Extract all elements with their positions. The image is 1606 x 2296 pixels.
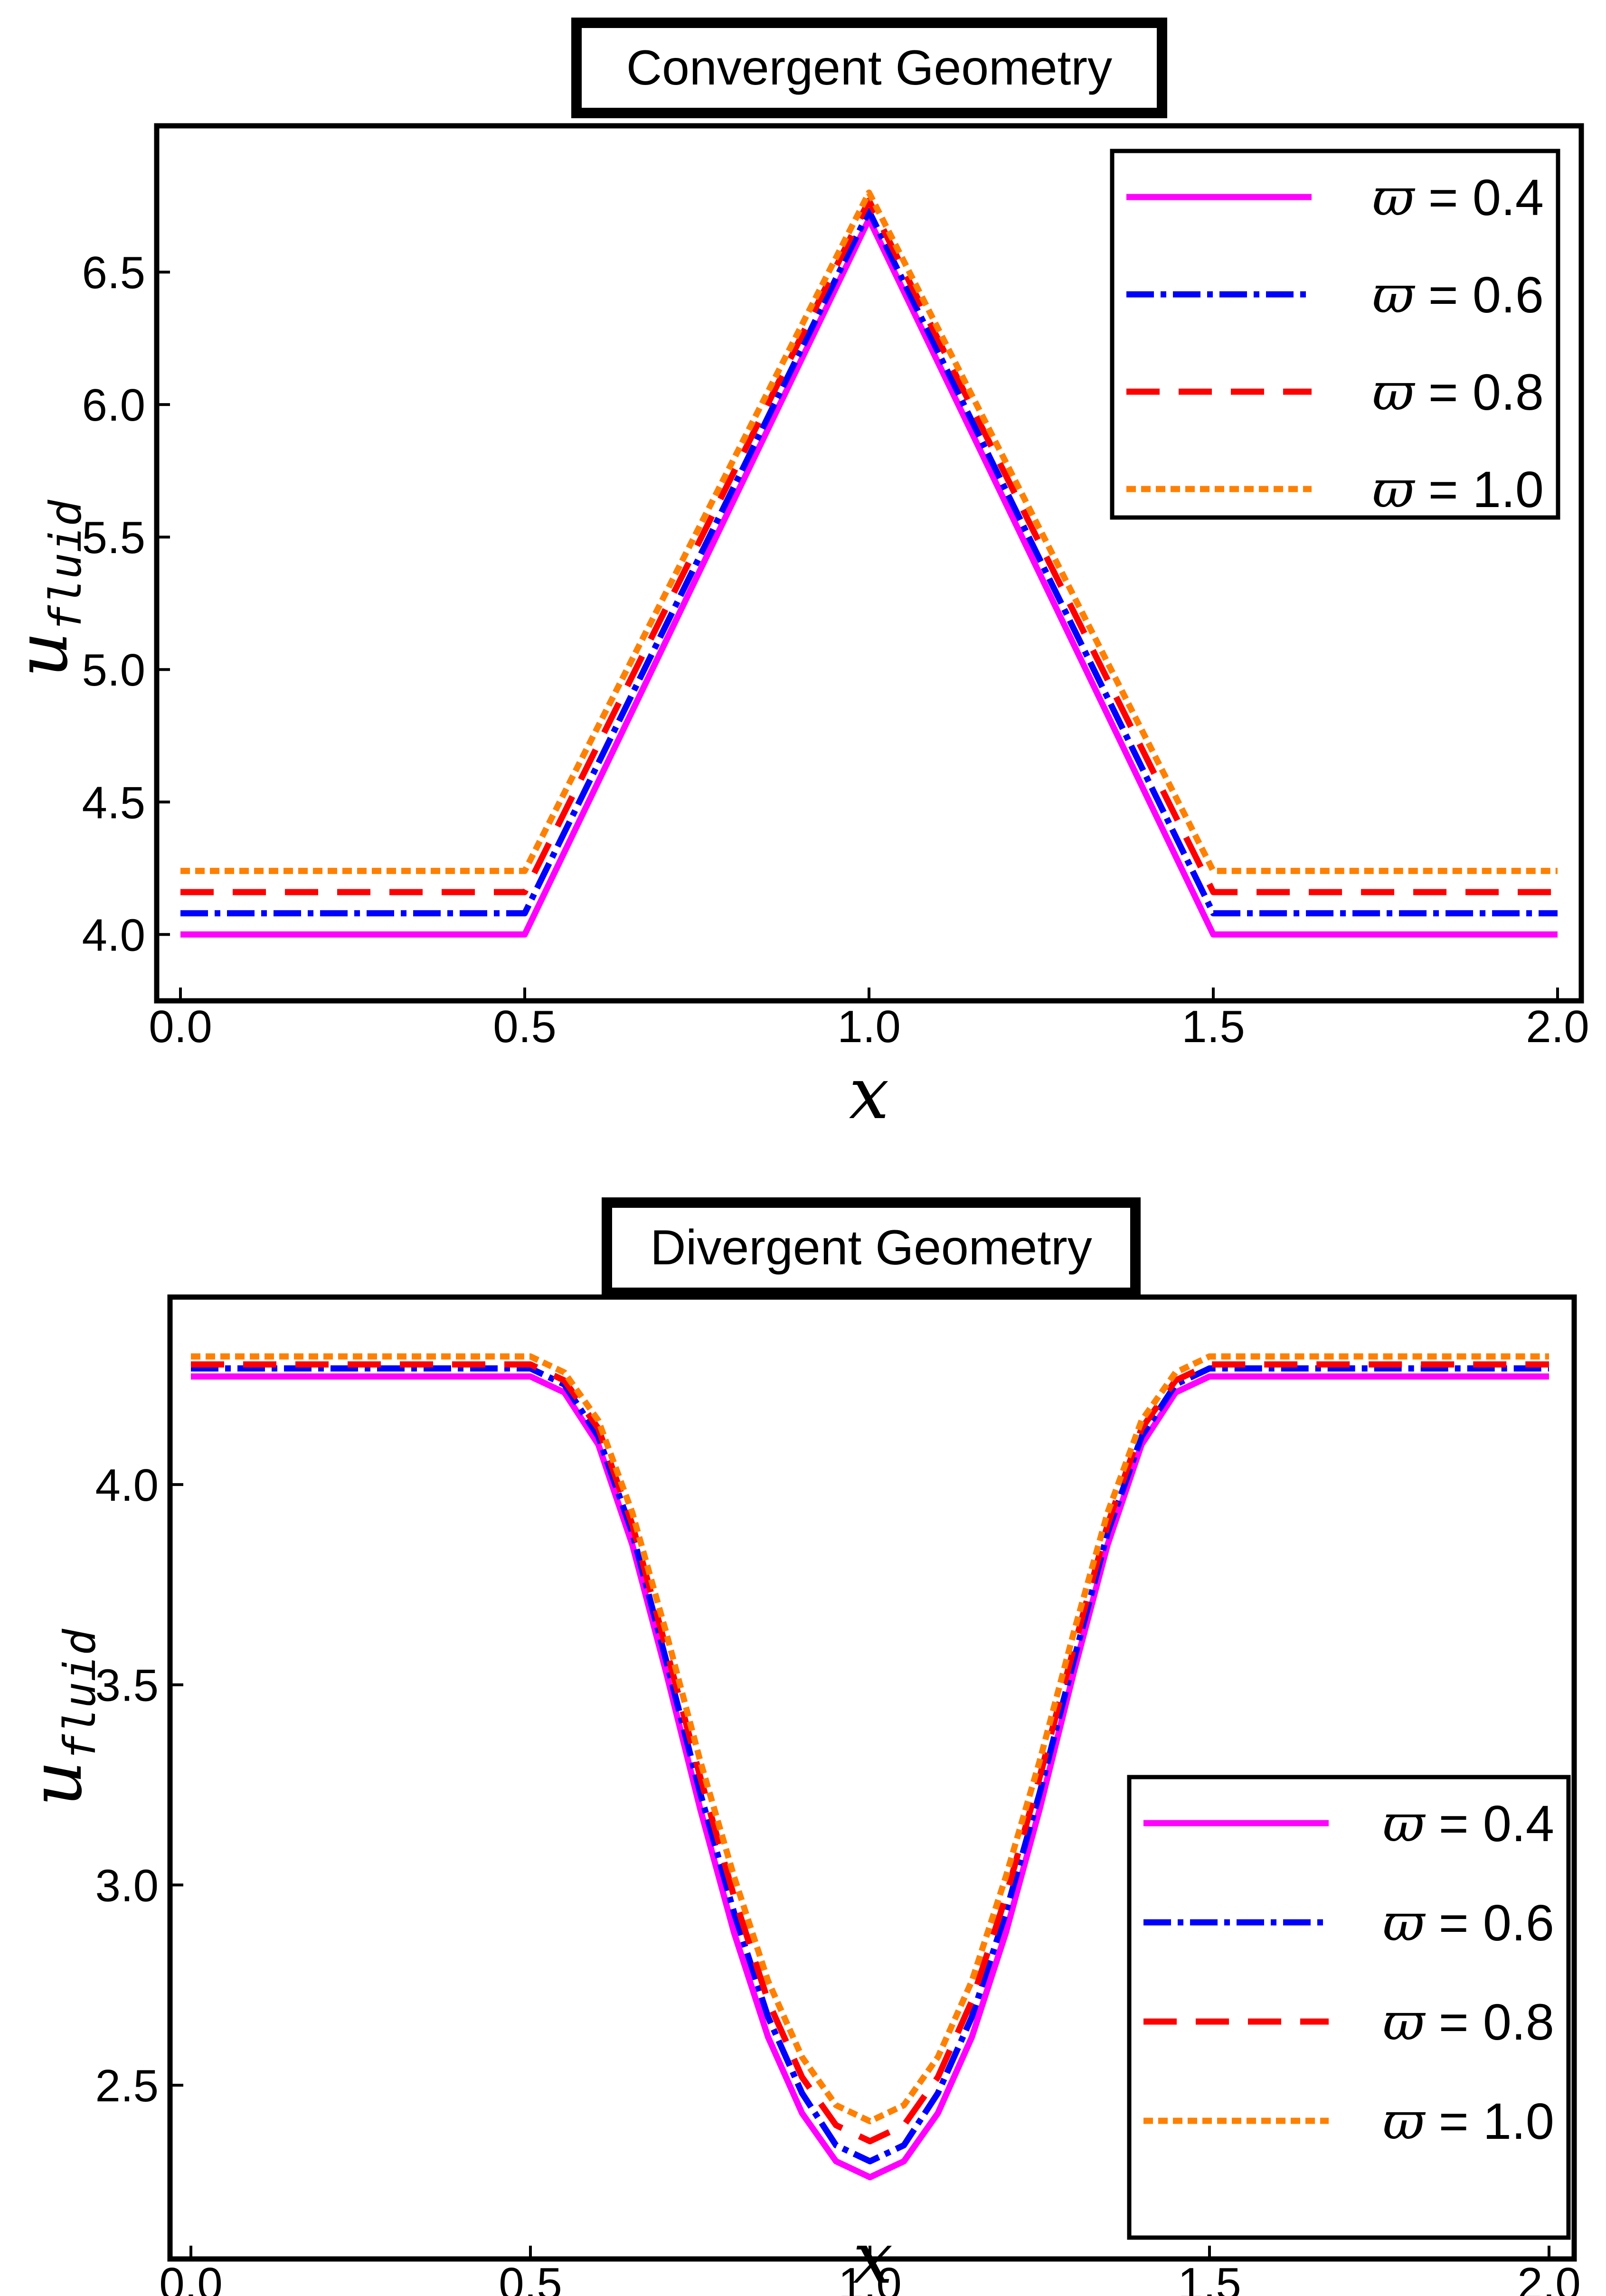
x-tick-label: 2.0 (1526, 1001, 1589, 1052)
y-tick-label: 4.5 (82, 777, 145, 828)
chart-title: Divergent Geometry (602, 1197, 1141, 1298)
legend-entry: ϖ = 0.8 (1372, 363, 1544, 422)
y-tick-label: 5.0 (82, 645, 145, 696)
series-line-0-8 (180, 198, 1558, 895)
series-line-0-6 (191, 1365, 1549, 2164)
x-axis-label: x (853, 2217, 893, 2296)
series-line-0-6 (180, 208, 1558, 917)
x-tick-label: 2.0 (1517, 2258, 1580, 2296)
y-tick-label: 2.5 (95, 2061, 159, 2111)
series-line-0-8 (191, 1361, 1549, 2145)
legend-entry: ϖ = 0.6 (1383, 1893, 1554, 1953)
legend-entry: ϖ = 0.6 (1372, 265, 1544, 325)
y-tick-label: 5.5 (82, 512, 145, 563)
y-axis-label: ufluid (15, 1628, 105, 1807)
y-tick-label: 6.0 (82, 380, 145, 431)
divergent-chart: 0.0 0.5 1.0 1.5 2.0 2.5 3.0 3.5 4.0 x ufluid ϖ = 0.… (15, 1294, 1581, 2296)
legend: ϖ = 0.4 ϖ = 0.6 ϖ = 0.8 ϖ = 1.0 (1127, 1775, 1571, 2240)
series-line-1-0 (191, 1353, 1549, 2125)
legend-entry: ϖ = 0.4 (1383, 1794, 1554, 1854)
series-line-1-0 (180, 189, 1558, 874)
legend-entry: ϖ = 1.0 (1372, 460, 1544, 519)
convergent-chart: 0.0 0.5 1.0 1.5 2.0 4.0 4.5 5.0 5.5 6.0 6.5 x ufluid… (1, 123, 1589, 1135)
x-tick-label: 1.0 (837, 1001, 900, 1052)
x-tick-label: 1.5 (1181, 1001, 1245, 1052)
x-tick-label: 1.0 (838, 2258, 901, 2296)
series-group (191, 1353, 1549, 2181)
x-tick-label: 0.0 (149, 1001, 212, 1052)
legend-entry: ϖ = 0.8 (1383, 1993, 1554, 2052)
convergent-chart-panel: 0.0 0.5 1.0 1.5 2.0 4.0 4.5 5.0 5.5 6.0 6.5 x ufluid… (1, 18, 1589, 1135)
y-axis-label: ufluid (1, 499, 91, 678)
legend-entry: ϖ = 1.0 (1383, 2092, 1554, 2151)
x-tick-label: 0.0 (159, 2258, 222, 2296)
legend: ϖ = 0.4 ϖ = 0.6 ϖ = 0.8 ϖ = 1.0 (1110, 149, 1560, 520)
x-tick-label: 1.5 (1178, 2258, 1241, 2296)
x-axis-label: x (849, 1053, 889, 1135)
series-line-0-4 (191, 1373, 1549, 2181)
legend-entry: ϖ = 0.4 (1372, 168, 1544, 227)
y-tick-label: 6.5 (82, 247, 145, 298)
y-tick-label: 3.0 (95, 1860, 159, 1911)
y-tick-label: 4.0 (82, 910, 145, 960)
divergent-chart-panel: 0.0 0.5 1.0 1.5 2.0 2.5 3.0 3.5 4.0 x ufluid ϖ = 0.… (0, 1148, 1606, 2296)
x-tick-label: 0.5 (493, 1001, 556, 1052)
y-tick-label: 3.5 (95, 1660, 159, 1711)
x-tick-label: 0.5 (499, 2258, 562, 2296)
y-tick-label: 4.0 (95, 1460, 159, 1511)
series-group (180, 189, 1558, 938)
chart-title: Convergent Geometry (571, 18, 1167, 118)
series-line-0-4 (180, 216, 1558, 938)
